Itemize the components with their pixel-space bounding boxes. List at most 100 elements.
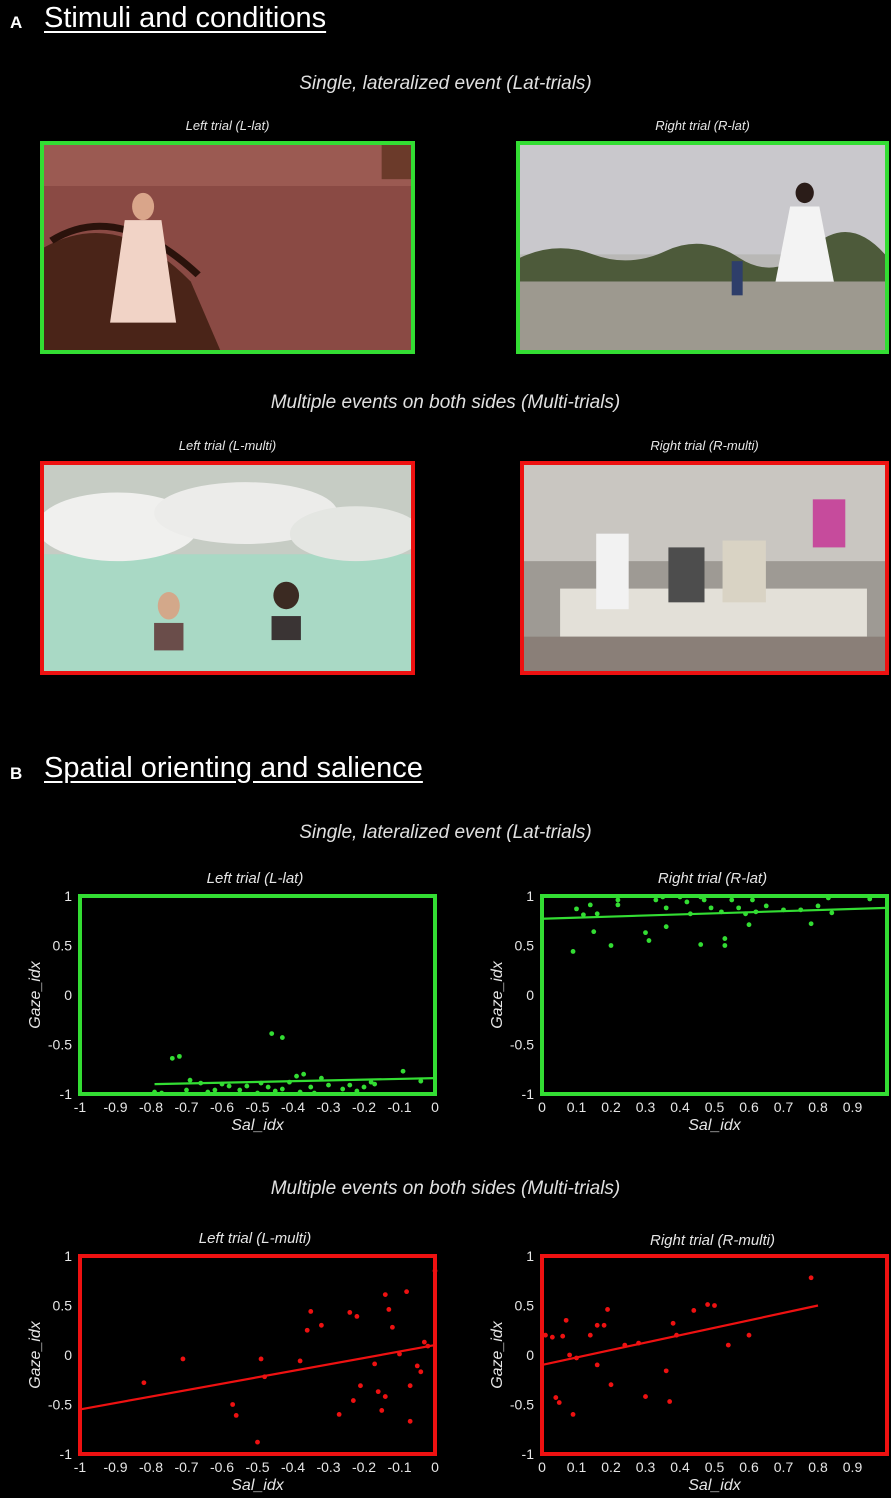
data-point <box>418 1369 424 1375</box>
data-point <box>354 1313 360 1319</box>
x-tick-label: -0.1 <box>387 1099 411 1115</box>
x-axis-label: Sal_idx <box>688 1117 741 1134</box>
panel-a-letter: A <box>10 13 23 32</box>
plot-frame <box>78 894 437 1096</box>
data-point <box>587 1332 593 1338</box>
x-tick-label: -0.9 <box>103 1459 127 1475</box>
x-tick-label: -0.3 <box>316 1099 340 1115</box>
panel-b-title: Spatial orienting and salience <box>44 752 423 784</box>
data-point <box>372 1081 378 1087</box>
x-tick-label: 0.6 <box>739 1099 759 1115</box>
data-point <box>404 1289 409 1295</box>
x-tick-label: -0.1 <box>387 1459 411 1475</box>
data-point <box>407 1418 413 1424</box>
data-point <box>543 1332 548 1338</box>
data-point <box>563 1317 569 1323</box>
data-point <box>722 936 728 941</box>
data-point <box>594 1322 600 1328</box>
data-point <box>746 922 752 928</box>
data-point <box>279 1035 285 1040</box>
data-point <box>615 897 621 903</box>
chart-title: Right trial (R-lat) <box>657 870 768 887</box>
data-point <box>169 1055 175 1061</box>
x-tick-label: 0.8 <box>808 1099 828 1115</box>
data-point <box>729 897 735 903</box>
data-point <box>698 894 704 900</box>
stimulus-caption-l-lat: Left trial (L-lat) <box>185 118 270 133</box>
data-point <box>829 910 835 916</box>
chart-title: Left trial (L-lat) <box>206 870 304 887</box>
y-tick-label: 1 <box>64 888 72 904</box>
data-point <box>601 1322 607 1328</box>
y-tick-label: 0 <box>526 1347 534 1363</box>
data-point <box>311 1090 317 1096</box>
scatter-plot-r-lat: 10.50-0.5-10 0.1 0.2 0.3 0.4 0.5 0.6 0.7 0.8 0.9S… <box>489 888 889 1134</box>
data-point <box>553 1395 559 1400</box>
data-point <box>152 1089 157 1095</box>
data-point <box>677 894 683 900</box>
data-point <box>386 1307 392 1312</box>
data-point <box>230 1402 236 1407</box>
x-tick-label: -1 <box>74 1459 87 1475</box>
x-tick-label: 0.1 <box>567 1099 587 1115</box>
data-point <box>556 1400 562 1405</box>
x-tick-label: 0.2 <box>601 1459 621 1475</box>
data-point <box>660 894 666 900</box>
y-axis-label: Gaze_idx <box>27 960 44 1029</box>
stimulus-image-r-lat <box>516 141 889 354</box>
x-tick-label: 0 <box>431 1099 439 1115</box>
data-point <box>414 1363 420 1369</box>
data-point <box>587 902 593 908</box>
data-point <box>867 896 873 902</box>
stimulus-image-l-lat <box>40 141 415 354</box>
data-point <box>560 1333 566 1339</box>
data-point <box>400 1068 406 1074</box>
y-tick-label: 0 <box>64 987 72 1003</box>
data-point <box>646 938 652 943</box>
data-point <box>407 1383 413 1389</box>
data-point <box>750 897 755 903</box>
data-point <box>350 1398 356 1403</box>
chart-title: Right trial (R-multi) <box>649 1232 775 1249</box>
x-tick-label: -0.6 <box>210 1459 234 1475</box>
y-tick-label: 1 <box>526 1248 534 1264</box>
x-tick-label: -0.2 <box>352 1459 376 1475</box>
x-tick-label: 0.4 <box>670 1459 690 1475</box>
y-tick-label: 1 <box>526 888 534 904</box>
regression-line <box>541 906 888 920</box>
data-point <box>746 1332 752 1338</box>
data-point <box>184 1087 189 1093</box>
y-axis-label: Gaze_idx <box>27 1320 44 1389</box>
x-axis-label: Sal_idx <box>231 1117 284 1134</box>
data-point <box>255 1439 260 1445</box>
stimulus-image-l-multi <box>40 461 415 675</box>
data-point <box>643 1394 648 1399</box>
data-point <box>653 897 659 903</box>
data-point <box>319 1075 324 1081</box>
x-tick-label: 0.5 <box>705 1099 725 1115</box>
data-point <box>418 1078 424 1084</box>
y-tick-label: -0.5 <box>510 1037 534 1053</box>
stimulus-caption-r-lat: Right trial (R-lat) <box>655 118 750 133</box>
y-tick-label: 0.5 <box>515 938 535 954</box>
chart-l-lat: Left trial (L-lat) 1 0.5 0 -0.5 -1 -1 -0.9 -0.8… <box>0 866 450 1146</box>
data-point <box>667 1399 673 1404</box>
data-point <box>205 1089 211 1095</box>
regression-line <box>79 1344 436 1411</box>
x-tick-label: -0.9 <box>103 1099 127 1115</box>
data-point <box>567 1352 572 1358</box>
data-point <box>712 1303 717 1308</box>
data-point <box>663 905 669 911</box>
chart-r-lat: Right trial (R-lat) 1 0.5 0 -0.5 -1 0 0.1 0.2 0.… <box>450 866 891 1146</box>
multi-trials-heading: Multiple events on both sides (Multi-tri… <box>270 392 621 413</box>
data-point <box>180 1356 186 1362</box>
x-tick-label: -0.4 <box>281 1459 305 1475</box>
data-point <box>808 1275 814 1281</box>
scatter-plot-l-multi: 1 0.5 0 -0.5 -1-1 -0.9 -0.8 -0.7 -0.6 -0.5 -0.4 -0.… <box>27 1248 439 1494</box>
lat-plots-heading: Single, lateralized event (Lat-trials) <box>299 822 592 843</box>
data-point <box>736 905 742 911</box>
regression-line <box>541 1304 819 1366</box>
data-point <box>763 903 769 909</box>
x-tick-label: -0.8 <box>139 1099 163 1115</box>
chart-l-multi: Left trial (L-multi) 1 0.5 0 -0.5 -1 -1 -0.9 -0… <box>0 1226 450 1498</box>
